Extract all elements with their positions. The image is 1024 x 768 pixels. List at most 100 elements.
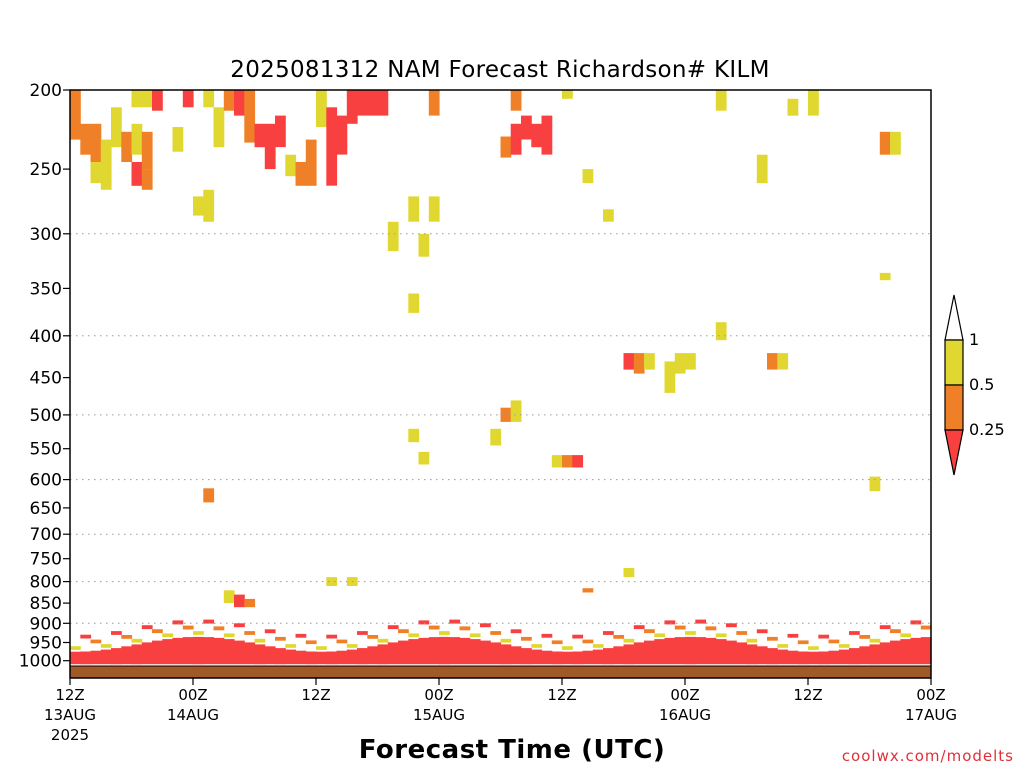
pbl-cell <box>613 646 625 665</box>
pbl-cell <box>582 639 594 644</box>
pbl-cell <box>193 631 204 635</box>
pbl-cell <box>264 629 276 634</box>
pbl-cell <box>849 631 860 635</box>
pbl-cell <box>387 642 399 665</box>
ri-cell <box>326 107 338 186</box>
pbl-cell <box>828 650 840 665</box>
pbl-cell <box>633 625 645 630</box>
ri-cell <box>305 139 317 186</box>
ri-cell <box>223 590 235 603</box>
y-tick-label: 550 <box>30 440 62 460</box>
ri-cell <box>808 90 819 116</box>
pbl-cell <box>633 642 645 665</box>
ri-cell <box>141 169 153 190</box>
pbl-cell <box>613 635 625 639</box>
pbl-cell <box>490 642 502 665</box>
pbl-cell <box>244 642 256 665</box>
ri-cell <box>203 90 215 108</box>
pbl-cell <box>398 629 409 634</box>
pbl-cell <box>469 633 481 638</box>
pbl-cell <box>141 642 153 665</box>
x-tick-label: 14AUG <box>167 706 219 724</box>
pbl-cell <box>459 637 471 665</box>
pbl-cell <box>141 625 153 630</box>
ri-cell <box>572 455 584 468</box>
pbl-cell <box>490 631 502 635</box>
pbl-cell <box>746 644 758 665</box>
pbl-cell <box>777 649 789 665</box>
ri-cell <box>213 107 225 148</box>
ri-cell <box>500 407 512 422</box>
ri-cell <box>603 209 614 222</box>
pbl-cell <box>890 640 901 665</box>
pbl-cell <box>562 651 573 665</box>
ri-cell <box>879 272 891 281</box>
pbl-cell <box>80 634 92 639</box>
pbl-cell <box>797 651 809 665</box>
pbl-cell <box>449 619 461 624</box>
ri-cell <box>367 90 379 116</box>
y-tick-label: 650 <box>30 499 62 519</box>
colorbar-label: 0.25 <box>969 420 1005 439</box>
pbl-cell <box>182 637 194 665</box>
x-tick-label: 12Z <box>547 686 576 704</box>
pbl-cell <box>223 639 235 665</box>
ri-cell <box>890 131 901 155</box>
pbl-cell <box>213 637 225 665</box>
ri-cell <box>223 90 235 111</box>
ri-cell <box>715 90 727 111</box>
x-tick-label: 12Z <box>793 686 822 704</box>
pbl-cell <box>254 638 266 643</box>
ri-cell <box>295 162 307 186</box>
colorbar-label: 1 <box>969 330 979 349</box>
ri-cell <box>254 123 266 148</box>
pbl-cell <box>664 637 676 665</box>
pbl-cell <box>572 634 584 639</box>
ri-cell <box>90 162 102 184</box>
chart-title: 2025081312 NAM Forecast Richardson# KILM <box>230 57 769 83</box>
pbl-cell <box>162 639 174 665</box>
ri-cell <box>336 115 348 155</box>
pbl-cell <box>736 631 748 635</box>
pbl-cell <box>592 649 604 665</box>
ground-strip <box>70 666 931 678</box>
pbl-cell <box>326 634 338 639</box>
pbl-cell <box>808 651 819 665</box>
y-tick-label: 450 <box>30 369 62 389</box>
pbl-cell <box>510 646 522 665</box>
pbl-cell <box>541 650 553 665</box>
pbl-cell <box>746 638 758 643</box>
ri-cell <box>111 107 122 148</box>
ri-cell <box>141 90 153 108</box>
pbl-cell <box>510 629 522 634</box>
pbl-cell <box>80 651 92 665</box>
pbl-cell <box>623 644 635 665</box>
x-tick-label: 2025 <box>51 726 89 744</box>
ri-cell <box>203 488 215 503</box>
pbl-cell <box>428 625 440 630</box>
pbl-cell <box>900 633 912 638</box>
ri-cell <box>264 123 276 170</box>
pbl-cell <box>254 644 266 665</box>
pbl-cell <box>828 639 840 644</box>
pbl-cell <box>346 649 358 665</box>
ri-cell <box>387 221 399 252</box>
pbl-cell <box>910 637 922 665</box>
ri-cell <box>418 451 430 465</box>
ri-cell <box>357 90 368 116</box>
pbl-cell <box>480 640 491 665</box>
pbl-cell <box>767 648 778 665</box>
ri-cell <box>562 455 573 468</box>
pbl-cell <box>428 637 440 665</box>
pbl-cell <box>674 625 686 630</box>
pbl-cell <box>295 633 307 638</box>
colorbar-swatch <box>944 384 964 431</box>
pbl-cell <box>787 650 799 665</box>
pbl-cell <box>756 629 768 634</box>
pbl-cell <box>603 631 614 635</box>
pbl-cell <box>705 626 717 631</box>
pbl-cell <box>152 629 163 634</box>
pbl-cell <box>90 639 102 644</box>
ri-cell <box>674 353 686 374</box>
ri-cell <box>521 115 532 140</box>
